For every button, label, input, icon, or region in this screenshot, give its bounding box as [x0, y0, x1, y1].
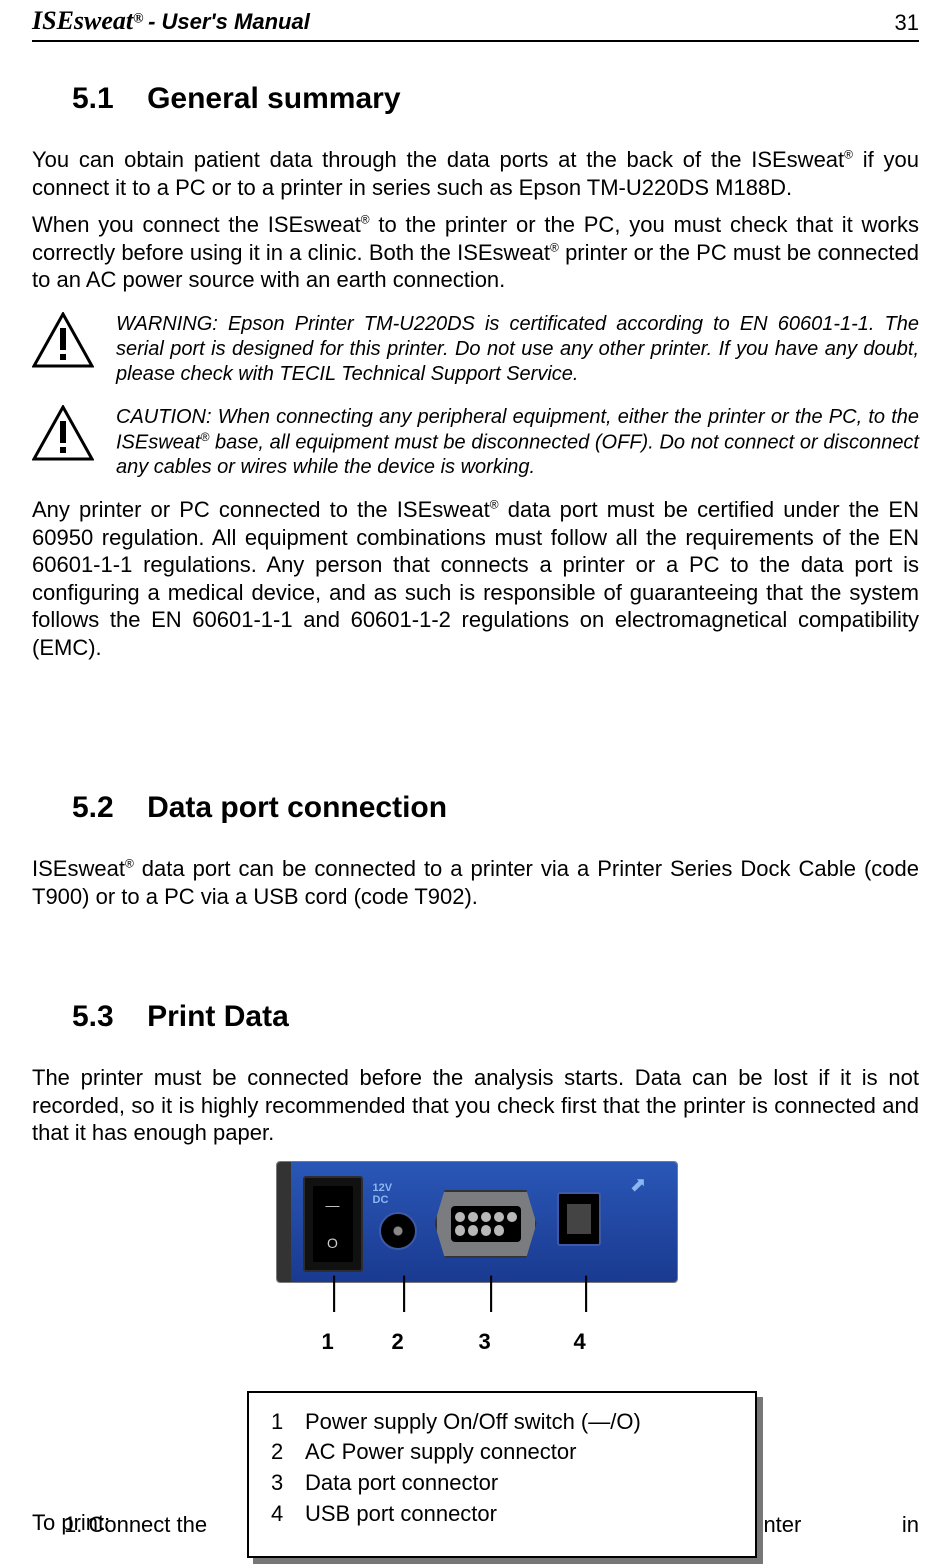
warning-icon — [32, 312, 94, 368]
num-4: 4 — [574, 1329, 586, 1355]
num-3: 3 — [479, 1329, 491, 1355]
reg-mark: ® — [550, 240, 559, 254]
num-1: 1 — [322, 1329, 334, 1355]
legend-2-text: AC Power supply connector — [305, 1437, 576, 1468]
legend-row-1: 1 Power supply On/Off switch (—/O) — [271, 1407, 733, 1438]
legend-1-text: Power supply On/Off switch (—/O) — [305, 1407, 641, 1438]
reg-mark: ® — [490, 498, 499, 512]
running-header: ISEsweat® - User's Manual 31 — [32, 0, 919, 40]
para-3: Any printer or PC connected to the ISEsw… — [32, 496, 919, 661]
rocker-off-glyph: O — [327, 1235, 338, 1251]
heading-5-2-title: Data port connection — [147, 791, 447, 824]
dc-label: 12VDC — [373, 1182, 393, 1206]
warning-2: CAUTION: When connecting any peripheral … — [32, 405, 919, 481]
legend-row-4: 4 USB port connector — [271, 1499, 733, 1530]
heading-5-1-num: 5.1 — [72, 82, 114, 115]
heading-5-1: 5.1 General summary — [72, 82, 919, 116]
legend-row-2: 2 AC Power supply connector — [271, 1437, 733, 1468]
serial-inner — [451, 1206, 521, 1242]
warning-1: WARNING: Epson Printer TM-U220DS is cert… — [32, 312, 919, 387]
legend-1-num: 1 — [271, 1407, 287, 1438]
legend-4-text: USB port connector — [305, 1499, 497, 1530]
figure-numbers: 1 2 3 4 — [276, 1329, 676, 1363]
panel-left-edge — [277, 1162, 291, 1282]
para-3a: Any printer or PC connected to the ISEsw… — [32, 497, 490, 522]
warning-2-text: CAUTION: When connecting any peripheral … — [116, 405, 919, 481]
para-2: When you connect the ISEsweat® to the pr… — [32, 211, 919, 294]
warning-icon — [32, 405, 94, 461]
para-1: You can obtain patient data through the … — [32, 146, 919, 201]
usb-port — [557, 1192, 601, 1246]
print-line-1-right-b: in — [902, 1512, 919, 1538]
device-figure: — O 12VDC ⬈ │ │ │ — [276, 1161, 676, 1363]
legend-4-num: 4 — [271, 1499, 287, 1530]
para-4a: ISEsweat — [32, 856, 125, 881]
dc-power-jack — [379, 1212, 417, 1250]
heading-5-3-num: 5.3 — [72, 1000, 114, 1033]
para-4: ISEsweat® data port can be connected to … — [32, 855, 919, 910]
power-switch: — O — [303, 1176, 363, 1272]
figure-ticks: │ │ │ │ — [276, 1283, 676, 1329]
heading-5-2-num: 5.2 — [72, 791, 114, 824]
warning-1-text: WARNING: Epson Printer TM-U220DS is cert… — [116, 312, 919, 387]
para-2a: When you connect the ISEsweat — [32, 212, 361, 237]
usb-icon: ⬈ — [630, 1172, 647, 1197]
heading-5-3: 5.3 Print Data — [72, 1000, 919, 1034]
print-line-1-right: printer in — [739, 1512, 919, 1538]
reg-mark: ® — [200, 430, 209, 444]
reg-mark: ® — [125, 857, 134, 871]
heading-5-3-title: Print Data — [147, 1000, 289, 1033]
brand-reg: ® — [133, 12, 143, 27]
para-5: The printer must be connected before the… — [32, 1064, 919, 1147]
brand-block: ISEsweat® - User's Manual — [32, 6, 310, 36]
heading-5-2: 5.2 Data port connection — [72, 791, 919, 825]
num-2: 2 — [392, 1329, 404, 1355]
rocker-on-glyph: — — [326, 1197, 340, 1213]
para-1a: You can obtain patient data through the … — [32, 147, 844, 172]
page-number: 31 — [895, 10, 919, 36]
brand-name: ISEsweat — [32, 6, 133, 35]
legend-row-3: 3 Data port connector — [271, 1468, 733, 1499]
heading-5-1-title: General summary — [147, 82, 400, 115]
manual-label: - User's Manual — [148, 9, 310, 34]
legend-box: 1 Power supply On/Off switch (—/O) 2 AC … — [247, 1391, 757, 1558]
tick-4: │ — [576, 1277, 597, 1311]
header-rule — [32, 40, 919, 42]
print-line-1-left: 1. Connect the — [32, 1512, 264, 1538]
tick-3: │ — [481, 1277, 502, 1311]
usb-slot — [567, 1204, 591, 1234]
serial-port — [435, 1190, 537, 1258]
rocker: — O — [313, 1186, 353, 1262]
device-panel: — O 12VDC ⬈ — [276, 1161, 678, 1283]
legend-2-num: 2 — [271, 1437, 287, 1468]
legend-3-text: Data port connector — [305, 1468, 498, 1499]
legend-box-inner: 1 Power supply On/Off switch (—/O) 2 AC … — [247, 1391, 757, 1558]
serial-pins — [455, 1212, 517, 1236]
warning-2b: base, all equipment must be disconnected… — [116, 431, 919, 478]
legend-3-num: 3 — [271, 1468, 287, 1499]
reg-mark: ® — [844, 148, 853, 162]
reg-mark: ® — [361, 213, 370, 227]
tick-1: │ — [324, 1277, 345, 1311]
para-4b: data port can be connected to a printer … — [32, 856, 919, 909]
tick-2: │ — [394, 1277, 415, 1311]
